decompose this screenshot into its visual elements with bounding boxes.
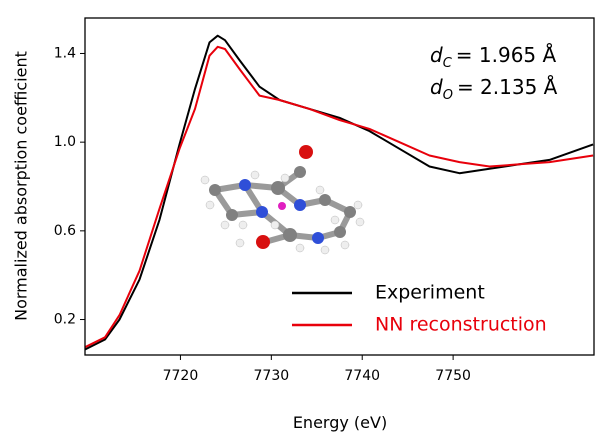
- x-axis-label: Energy (eV): [293, 413, 387, 432]
- y-axis-label: Normalized absorption coefficient: [12, 51, 31, 321]
- plot-frame: [84, 17, 595, 356]
- x-tick-label: 7740: [344, 368, 380, 384]
- annotation-text: = 2.135 Å: [457, 75, 558, 99]
- y-tick-label: 0.2: [54, 312, 76, 328]
- x-tick-label: 7730: [254, 368, 290, 384]
- y-tick-label: 1.4: [54, 45, 76, 61]
- annotation-symbol: d: [430, 43, 443, 67]
- series-line: [84, 45, 594, 349]
- y-tick-label: 1.0: [54, 134, 76, 150]
- annotation: dC = 1.965 Å: [430, 43, 557, 71]
- legend-label: NN reconstruction: [375, 314, 547, 336]
- legend-label: Experiment: [375, 282, 485, 304]
- annotation: dO = 2.135 Å: [430, 75, 558, 103]
- molecule-inset: [200, 145, 365, 255]
- annotation-subscript: O: [443, 88, 453, 103]
- x-tick-label: 7720: [163, 368, 199, 384]
- annotation-text: = 1.965 Å: [456, 43, 557, 67]
- series-line: [84, 34, 594, 351]
- annotation-symbol: d: [430, 75, 443, 99]
- annotation-subscript: C: [443, 56, 453, 71]
- y-tick-label: 0.6: [54, 223, 76, 239]
- x-tick-label: 7750: [435, 368, 471, 384]
